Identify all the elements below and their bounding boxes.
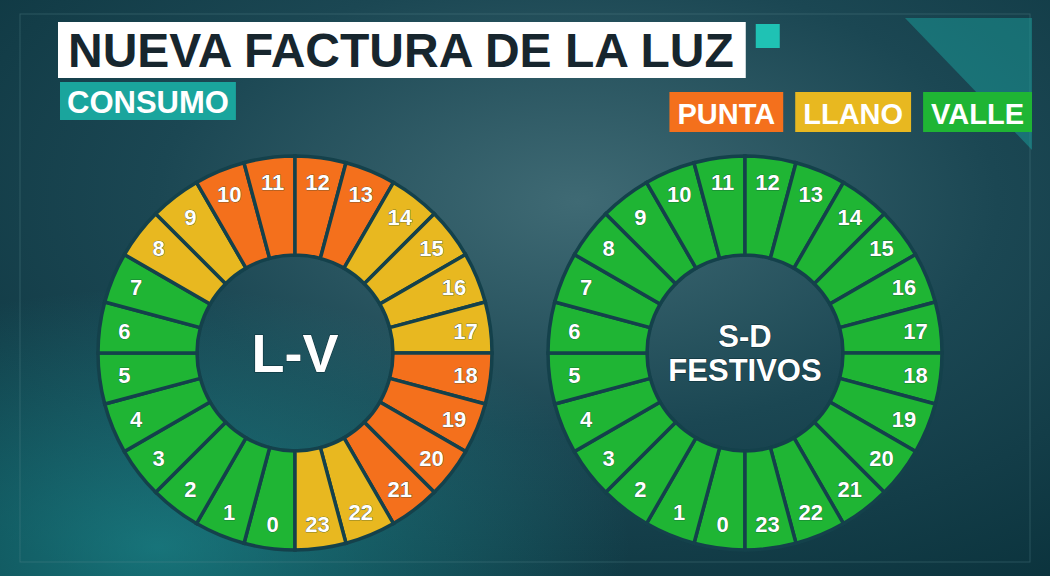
hour-segment [745,448,796,550]
legend-swatch [669,92,783,132]
hour-label: 18 [903,363,927,388]
hour-label: 17 [453,319,477,344]
deco-square [756,24,780,48]
hour-label: 11 [711,170,734,195]
hour-label: 21 [837,477,861,502]
hour-segment [694,156,745,258]
legend-swatch [795,92,911,132]
hour-label: 9 [184,205,196,230]
hour-segment [244,156,295,258]
hour-label: 13 [799,182,823,207]
canvas: NUEVA FACTURA DE LA LUZ CONSUMO VALLE LLANO… [0,0,1050,576]
title-box [58,22,746,78]
subtitle-box [60,82,236,120]
legend-label: PUNTA [677,98,775,130]
hour-label: 1 [673,500,685,525]
hour-label: 0 [716,512,728,537]
hour-label: 5 [568,363,580,388]
background-glow [0,0,1050,576]
hour-label: 15 [869,236,893,261]
hour-label: 14 [837,205,862,230]
hour-label: 6 [568,319,580,344]
hour-label: 10 [667,182,691,207]
hour-label: 8 [152,236,164,261]
donut-title: S-DFESTIVOS [668,319,821,387]
hour-label: 2 [634,477,646,502]
hour-label: 20 [419,446,443,471]
hour-label: 0 [266,512,278,537]
hour-label: 22 [799,500,823,525]
hour-label: 16 [442,275,466,300]
hour-label: 18 [453,363,477,388]
hour-label: 4 [580,407,593,432]
hour-label: 11 [261,170,284,195]
hour-label: 20 [869,446,893,471]
frame [20,14,1030,562]
deco-triangle [905,18,1032,150]
hour-label: 8 [602,236,614,261]
donut [98,156,492,550]
hour-segment [390,302,492,353]
hour-label: 22 [349,500,373,525]
hour-label: 12 [755,170,779,195]
background [0,0,1050,576]
hour-label: 7 [130,275,142,300]
hour-label: 5 [118,363,130,388]
hour-label: 23 [305,512,329,537]
title: NUEVA FACTURA DE LA LUZ [68,24,734,77]
hour-label: 3 [602,446,614,471]
donut-title: L-V [252,323,339,383]
hour-label: 10 [217,182,241,207]
hour-label: 6 [118,319,130,344]
legend-label: VALLE [931,98,1024,130]
hour-label: 4 [130,407,143,432]
legend-label: LLANO [803,98,903,130]
hour-label: 9 [634,205,646,230]
hour-label: 16 [892,275,916,300]
hour-label: 3 [152,446,164,471]
hour-label: 17 [903,319,927,344]
hour-label: 13 [349,182,373,207]
hour-label: 15 [419,236,443,261]
hour-label: 7 [580,275,592,300]
hour-segment [548,353,650,404]
hour-segment [98,353,200,404]
legend-swatch [923,92,1032,132]
hour-label: 14 [387,205,412,230]
hour-label: 23 [755,512,779,537]
hour-segment [840,302,942,353]
hour-label: 21 [387,477,411,502]
donut [548,156,942,550]
hour-label: 1 [223,500,235,525]
hour-segment [295,448,346,550]
subtitle: CONSUMO [67,85,229,120]
hour-label: 19 [892,407,916,432]
hour-label: 19 [442,407,466,432]
hour-label: 12 [305,170,329,195]
hour-label: 2 [184,477,196,502]
